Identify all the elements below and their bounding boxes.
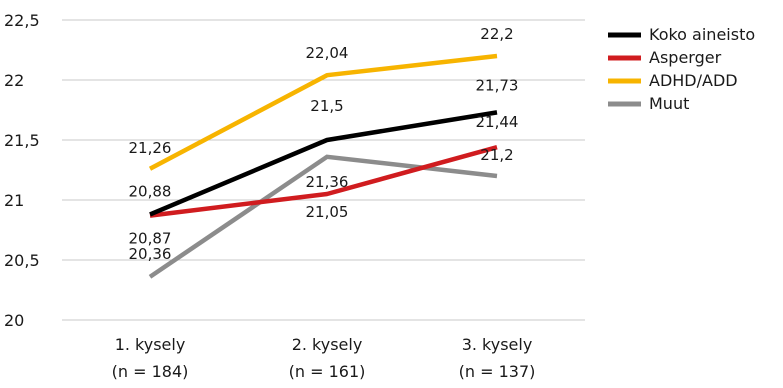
data-label: 21,36 bbox=[306, 173, 349, 191]
series-line-koko-aineisto bbox=[149, 110, 498, 217]
data-label: 21,2 bbox=[480, 146, 513, 164]
y-tick-label: 21 bbox=[4, 191, 24, 210]
x-category-n-label: (n = 137) bbox=[459, 362, 536, 381]
data-label: 20,87 bbox=[129, 230, 172, 248]
series-line-asperger bbox=[149, 145, 498, 218]
x-category-label: 2. kysely bbox=[292, 335, 363, 354]
data-label: 21,26 bbox=[129, 139, 172, 157]
data-label: 20,88 bbox=[129, 182, 172, 200]
legend-label: Asperger bbox=[649, 48, 722, 67]
data-labels: 20,88 21,5 21,73 20,87 21,05 21,44 21,26 22,04 2… bbox=[129, 25, 519, 263]
x-category-n-label: (n = 184) bbox=[112, 362, 189, 381]
x-category-n-label: (n = 161) bbox=[289, 362, 366, 381]
x-axis-categories: 1. kysely (n = 184) 2. kysely (n = 161) 3. k… bbox=[112, 335, 536, 381]
data-label: 21,5 bbox=[310, 97, 343, 115]
legend-label: Muut bbox=[649, 94, 689, 113]
gridlines bbox=[62, 19, 585, 321]
data-label: 22,04 bbox=[306, 44, 349, 62]
legend-label: ADHD/ADD bbox=[649, 71, 738, 90]
x-category-label: 3. kysely bbox=[462, 335, 533, 354]
legend: Koko aineisto Asperger ADHD/ADD Muut bbox=[608, 25, 755, 113]
data-label: 22,2 bbox=[480, 25, 513, 43]
y-tick-label: 22 bbox=[4, 71, 24, 90]
y-axis-ticks: 20 20,5 21 21,5 22 22,5 bbox=[4, 11, 40, 330]
series-line-adhd-add bbox=[148, 53, 498, 171]
y-tick-label: 21,5 bbox=[4, 131, 40, 150]
data-label: 20,36 bbox=[129, 245, 172, 263]
y-tick-label: 22,5 bbox=[4, 11, 40, 30]
y-tick-label: 20,5 bbox=[4, 251, 40, 270]
data-label: 21,73 bbox=[476, 76, 519, 94]
data-label: 21,44 bbox=[476, 113, 519, 131]
legend-label: Koko aineisto bbox=[649, 25, 755, 44]
series-line-muut bbox=[148, 154, 498, 279]
series-lines bbox=[148, 53, 498, 279]
y-tick-label: 20 bbox=[4, 311, 24, 330]
data-label: 21,05 bbox=[306, 203, 349, 221]
x-category-label: 1. kysely bbox=[115, 335, 186, 354]
